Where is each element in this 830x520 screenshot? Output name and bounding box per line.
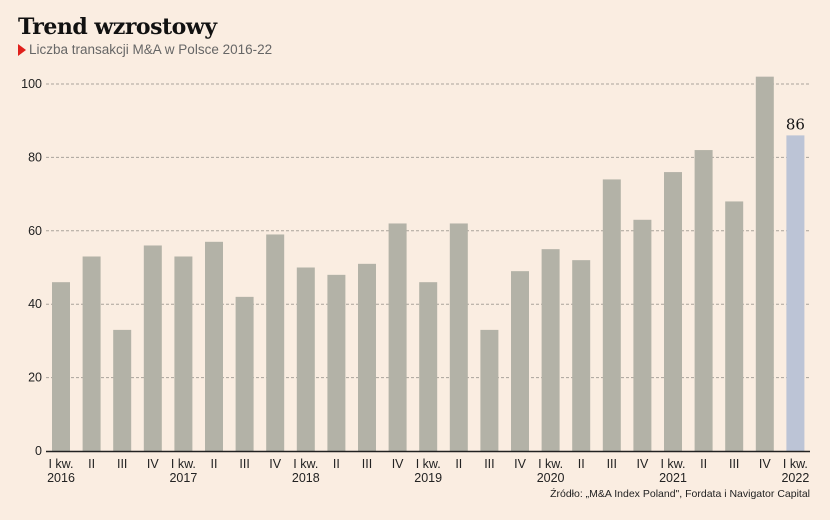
chart-title: Trend wzrostowy: [18, 14, 217, 40]
bar: [143, 245, 162, 451]
bar: [449, 223, 468, 451]
bar: [572, 260, 591, 451]
bar: [664, 172, 682, 451]
x-tick-label: IV: [759, 457, 771, 471]
triangle-marker-icon: [18, 43, 26, 56]
bar: [296, 267, 315, 451]
bar: [755, 76, 774, 451]
x-tick-label: II: [455, 457, 462, 471]
bar: [235, 296, 254, 451]
x-tick-year-label: 2022: [781, 471, 809, 485]
x-tick-label: II: [88, 457, 95, 471]
x-tick-label: I kw.: [171, 457, 196, 471]
x-tick-year-label: 2020: [537, 471, 565, 485]
x-tick-year-label: 2021: [659, 471, 687, 485]
source-note: Źródło: „M&A Index Poland", Fordata i Na…: [550, 488, 810, 500]
bar: [52, 282, 70, 451]
x-tick-label: II: [578, 457, 585, 471]
x-tick-year-label: 2016: [47, 471, 75, 485]
x-tick-label: IV: [269, 457, 281, 471]
x-tick-label: I kw.: [783, 457, 808, 471]
x-tick-label: II: [211, 457, 218, 471]
x-tick-label: III: [362, 457, 372, 471]
x-tick-label: I kw.: [293, 457, 318, 471]
y-tick-label: 100: [21, 77, 42, 91]
bar: [327, 274, 346, 451]
data-label: 86: [786, 115, 805, 133]
bar: [419, 282, 438, 451]
bar: [633, 219, 652, 451]
subtitle-text: Liczba transakcji M&A w Polsce 2016-22: [29, 42, 273, 57]
x-tick-label: I kw.: [538, 457, 563, 471]
x-tick-label: IV: [392, 457, 404, 471]
x-tick-year-label: 2017: [169, 471, 197, 485]
bar: [725, 201, 744, 451]
bar: [694, 150, 713, 451]
x-tick-label: III: [607, 457, 617, 471]
bar: [113, 329, 132, 451]
x-tick-label: III: [484, 457, 494, 471]
y-tick-label: 0: [35, 444, 42, 458]
bar: [266, 234, 285, 451]
x-tick-label: III: [117, 457, 127, 471]
bar: [174, 256, 193, 451]
bar: [358, 263, 376, 451]
chart-subtitle: Liczba transakcji M&A w Polsce 2016-22: [18, 42, 272, 57]
bar: [205, 241, 223, 451]
x-tick-label: II: [333, 457, 340, 471]
bar: [511, 271, 529, 451]
x-tick-label: II: [700, 457, 707, 471]
y-tick-label: 40: [28, 297, 42, 311]
y-tick-label: 20: [28, 371, 42, 385]
bar: [82, 256, 101, 451]
x-tick-label: III: [239, 457, 249, 471]
x-tick-year-label: 2019: [414, 471, 442, 485]
x-tick-label: IV: [147, 457, 159, 471]
bar: [541, 249, 560, 451]
x-tick-label: I kw.: [416, 457, 441, 471]
y-tick-label: 80: [28, 150, 42, 164]
x-tick-label: I kw.: [48, 457, 73, 471]
bar: [602, 179, 621, 452]
bar: [786, 135, 805, 451]
bar: [480, 329, 499, 451]
x-tick-label: IV: [636, 457, 648, 471]
y-tick-label: 60: [28, 224, 42, 238]
bar: [388, 223, 407, 451]
x-tick-label: III: [729, 457, 739, 471]
x-tick-label: I kw.: [660, 457, 685, 471]
x-tick-year-label: 2018: [292, 471, 320, 485]
x-tick-label: IV: [514, 457, 526, 471]
